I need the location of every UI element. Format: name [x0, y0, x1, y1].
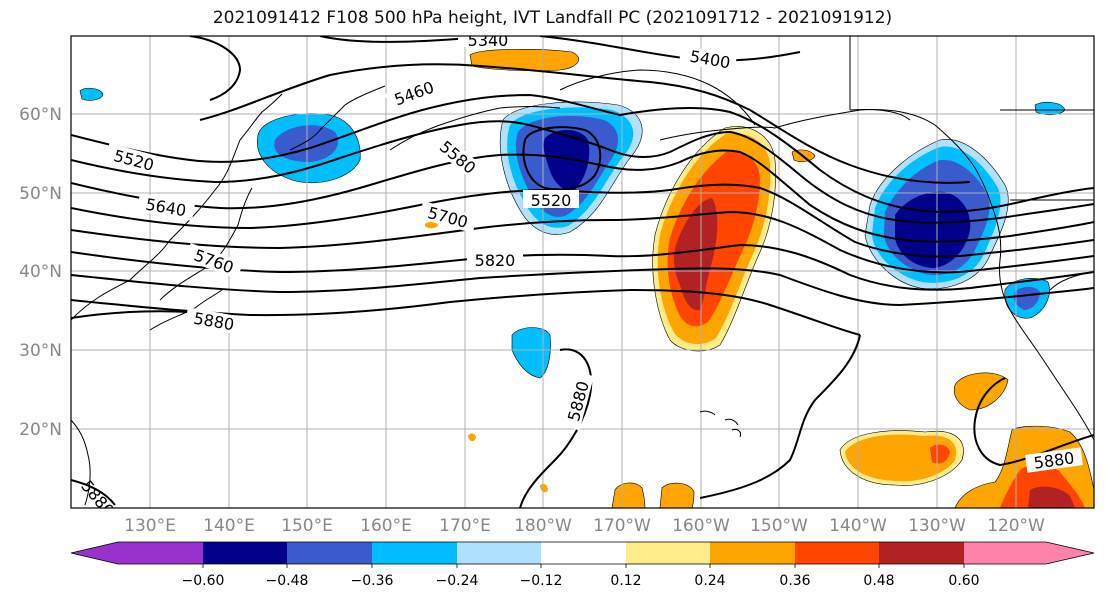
- colorbar-tick-012: 0.12: [610, 573, 641, 589]
- contour-label-5340: 5340: [468, 31, 509, 50]
- lon-label-150e: 150°E: [281, 516, 333, 536]
- lon-label-140w: 140°W: [829, 516, 887, 536]
- map-title: 2021091412 F108 500 hPa height, IVT Land…: [212, 8, 893, 28]
- colorbar-segment-6: [541, 542, 626, 564]
- colorbar-tick-060: 0.60: [948, 573, 979, 589]
- colorbar-segment-4: [372, 542, 457, 564]
- map-frame: [70, 35, 1095, 509]
- lon-label-130e: 130°E: [124, 516, 176, 536]
- colorbar-tick-m060: −0.60: [182, 573, 225, 589]
- lon-label-150w: 150°W: [750, 516, 808, 536]
- colorbar-segment-3: [287, 542, 372, 564]
- lon-label-120w: 120°W: [987, 516, 1045, 536]
- colorbar-segment-8: [710, 542, 795, 564]
- colorbar-tick-036: 0.36: [779, 573, 810, 589]
- colorbar: −0.60 −0.48 −0.36 −0.24 −0.12 0.12 0.24 …: [70, 541, 1095, 589]
- lon-label-130w: 130°W: [908, 516, 966, 536]
- colorbar-lower-extension: [71, 542, 118, 564]
- contour-label-5820: 5820: [475, 251, 516, 270]
- latitude-labels: 60°N 50°N 40°N 30°N 20°N: [19, 105, 62, 440]
- lon-label-160w: 160°W: [672, 516, 730, 536]
- colorbar-tick-m024: −0.24: [436, 573, 479, 589]
- colorbar-tick-m048: −0.48: [266, 573, 309, 589]
- lon-label-170w: 170°W: [593, 516, 651, 536]
- colorbar-tick-048: 0.48: [863, 573, 894, 589]
- lat-label-60n: 60°N: [19, 105, 62, 125]
- colorbar-upper-extension: [1046, 542, 1094, 564]
- lat-label-40n: 40°N: [19, 262, 62, 282]
- colorbar-tick-m036: −0.36: [351, 573, 394, 589]
- lon-label-140e: 140°E: [203, 516, 255, 536]
- lon-label-160e: 160°E: [360, 516, 412, 536]
- lon-label-180w: 180°W: [514, 516, 572, 536]
- lat-label-30n: 30°N: [19, 341, 62, 361]
- colorbar-segment-10: [879, 542, 964, 564]
- longitude-labels: 130°E 140°E 150°E 160°E 170°E 180°W 170°…: [124, 516, 1045, 536]
- colorbar-segment-1: [118, 542, 203, 564]
- colorbar-segment-9: [795, 542, 879, 564]
- colorbar-tick-m012: −0.12: [520, 573, 563, 589]
- colorbar-segment-2: [203, 542, 287, 564]
- colorbar-segment-7: [626, 542, 710, 564]
- colorbar-segment-11: [964, 542, 1046, 564]
- colorbar-segment-5: [457, 542, 541, 564]
- contour-label-5520-low: 5520: [531, 191, 572, 210]
- lon-label-170e: 170°E: [439, 516, 491, 536]
- height-contours: [71, 36, 1094, 508]
- lat-label-50n: 50°N: [19, 184, 62, 204]
- map-panel: 5340 5400 5460 5520 5580 5520 5640 5700 …: [71, 31, 1094, 508]
- lat-label-20n: 20°N: [19, 420, 62, 440]
- colorbar-tick-024: 0.24: [694, 573, 725, 589]
